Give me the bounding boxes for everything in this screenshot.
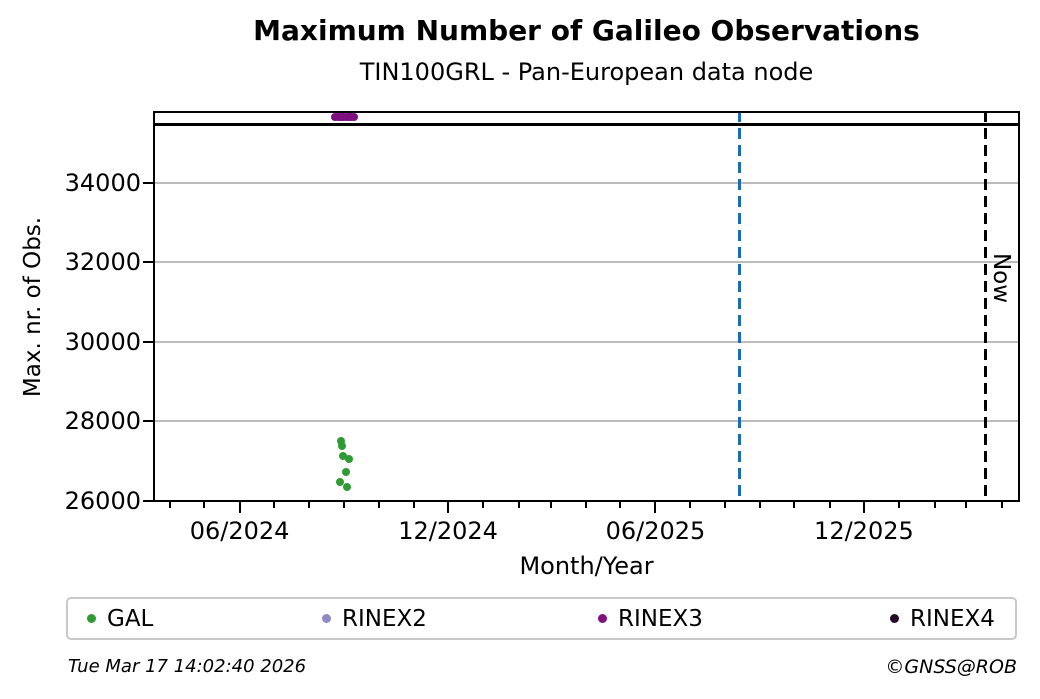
x-tick-minor bbox=[619, 502, 622, 508]
chart-subtitle: TIN100GRL - Pan-European data node bbox=[359, 58, 814, 86]
x-tick-minor bbox=[549, 502, 552, 508]
x-tick-minor bbox=[759, 502, 762, 508]
legend: GAL RINEX2 RINEX3 RINEX4 bbox=[66, 597, 1017, 640]
x-tick-minor bbox=[723, 502, 726, 508]
x-tick-minor bbox=[412, 502, 415, 508]
y-tick-label: 26000 bbox=[64, 487, 141, 515]
x-tick-major bbox=[238, 502, 241, 513]
x-tick-minor bbox=[272, 502, 275, 508]
legend-label-rinex2: RINEX2 bbox=[342, 605, 427, 632]
x-tick-minor bbox=[793, 502, 796, 508]
now-label-text: Now bbox=[987, 252, 1014, 303]
data-point-gal bbox=[338, 441, 347, 450]
data-point-gal bbox=[342, 482, 351, 491]
chart-title: Maximum Number of Galileo Observations bbox=[253, 14, 920, 47]
max-obs-line bbox=[153, 123, 1020, 127]
legend-item-rinex4: RINEX4 bbox=[890, 599, 995, 638]
x-tick-minor bbox=[169, 502, 172, 508]
y-tick-mark bbox=[143, 500, 153, 502]
y-tick-mark bbox=[143, 340, 153, 343]
x-tick-label: 06/2025 bbox=[605, 517, 706, 545]
x-tick-minor bbox=[1000, 502, 1003, 508]
x-tick-label: 12/2025 bbox=[814, 517, 914, 545]
x-tick-label: 12/2024 bbox=[398, 517, 498, 545]
x-tick-minor bbox=[898, 502, 901, 508]
x-tick-minor bbox=[584, 502, 587, 508]
copyright: ©GNSS@ROB bbox=[885, 656, 1017, 678]
x-tick-minor bbox=[965, 502, 968, 508]
y-tick-label: 32000 bbox=[64, 248, 141, 277]
x-tick-minor bbox=[377, 502, 380, 508]
y-tick-mark bbox=[143, 420, 153, 423]
x-tick-label: 06/2024 bbox=[189, 517, 290, 545]
y-gridline bbox=[153, 420, 1020, 423]
x-tick-minor bbox=[203, 502, 206, 508]
y-gridline bbox=[153, 181, 1020, 184]
x-tick-major bbox=[447, 502, 450, 513]
plot-area: 26000 28000 30000 32000 34000 06/2024 12/2024 0… bbox=[65, 111, 1020, 545]
x-tick-major bbox=[654, 502, 657, 513]
x-tick-minor bbox=[933, 502, 936, 508]
x-tick-major bbox=[862, 502, 865, 513]
x-tick-minor bbox=[688, 502, 691, 508]
legend-label-gal: GAL bbox=[107, 605, 154, 632]
legend-marker-rinex2 bbox=[322, 614, 331, 623]
y-tick-label: 30000 bbox=[64, 327, 141, 356]
legend-item-rinex2: RINEX2 bbox=[322, 599, 427, 638]
plot-frame bbox=[153, 111, 1020, 502]
data-point-gal bbox=[335, 477, 344, 486]
x-tick-minor bbox=[343, 502, 346, 508]
legend-marker-gal bbox=[87, 614, 96, 623]
legend-label-rinex4: RINEX4 bbox=[910, 605, 995, 632]
legend-marker-rinex3 bbox=[598, 614, 607, 623]
data-point-gal bbox=[339, 452, 348, 461]
y-gridline bbox=[153, 261, 1020, 264]
data-point-rinex3 bbox=[349, 113, 358, 122]
y-tick-label: 28000 bbox=[64, 407, 141, 436]
y-gridline bbox=[153, 340, 1020, 343]
now-line bbox=[983, 111, 987, 502]
x-tick-minor bbox=[308, 502, 311, 508]
legend-item-gal: GAL bbox=[87, 599, 153, 638]
data-point-gal bbox=[341, 468, 350, 477]
legend-label-rinex3: RINEX3 bbox=[618, 605, 703, 632]
x-axis-label: Month/Year bbox=[519, 552, 654, 580]
y-tick-mark bbox=[143, 181, 153, 184]
x-tick-minor bbox=[482, 502, 485, 508]
timestamp: Tue Mar 17 14:02:40 2026 bbox=[68, 656, 307, 677]
legend-marker-rinex4 bbox=[890, 614, 899, 623]
y-tick-label: 34000 bbox=[64, 168, 141, 197]
data-point-gal bbox=[336, 436, 345, 445]
y-tick-mark bbox=[143, 261, 153, 264]
reference-line bbox=[737, 111, 741, 502]
legend-item-rinex3: RINEX3 bbox=[598, 599, 703, 638]
x-tick-minor bbox=[517, 502, 520, 508]
data-point-gal bbox=[344, 454, 353, 463]
x-tick-minor bbox=[828, 502, 831, 508]
